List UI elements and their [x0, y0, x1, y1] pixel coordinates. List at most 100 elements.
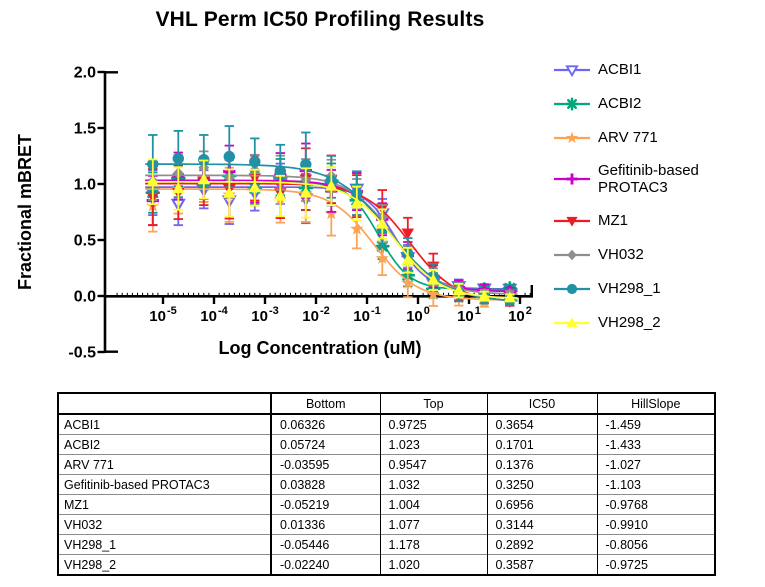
row-bottom-cell: -0.05219	[270, 494, 380, 515]
marker-circle	[566, 283, 578, 294]
marker-triangle-up	[197, 173, 211, 185]
header-bottom: Bottom	[270, 393, 380, 415]
row-bottom-cell: -0.02240	[270, 554, 380, 575]
row-top-cell: 1.004	[379, 494, 487, 515]
row-hillslope-cell: -0.9768	[596, 494, 715, 515]
legend-label: Gefitinib-based PROTAC3	[598, 162, 699, 197]
row-hillslope-cell: -1.459	[596, 413, 715, 435]
marker-triangle-up	[223, 186, 236, 198]
table-row: Gefitinib-based PROTAC3 0.03828 1.032 0.…	[58, 474, 715, 495]
row-bottom-cell: 0.05724	[270, 434, 380, 455]
legend-label: VH298_2	[598, 313, 661, 331]
y-tick-label: 1.5	[74, 121, 96, 138]
x-tick-label: 101	[457, 305, 481, 325]
table-row: MZ1 -0.05219 1.004 0.6956 -0.9768	[58, 494, 715, 515]
legend-marker-icon	[554, 131, 590, 144]
y-tick-label: 1.0	[74, 177, 96, 194]
row-ic50-cell: 0.1701	[486, 434, 597, 455]
x-tick-label: 10-5	[149, 305, 176, 325]
y-tick-label: 0.0	[74, 289, 96, 306]
row-ic50-cell: 0.1376	[486, 454, 597, 475]
x-tick-label: 10-1	[353, 305, 380, 325]
row-top-cell: 1.032	[379, 474, 487, 495]
legend-label: ACBI1	[598, 61, 642, 79]
header-name	[58, 393, 272, 415]
row-ic50-cell: 0.2892	[486, 534, 597, 555]
marker-triangle-up	[325, 179, 338, 191]
legend-label: ARV 771	[598, 129, 658, 147]
legend-label: ACBI2	[598, 95, 642, 113]
marker-circle	[249, 155, 261, 168]
legend-marker-icon	[554, 249, 590, 260]
row-hillslope-cell: -1.103	[596, 474, 715, 495]
marker-star5	[324, 206, 338, 220]
marker-circle	[274, 165, 286, 177]
y-tick-label: 2.0	[74, 65, 96, 82]
x-axis-title: Log Concentration (uM)	[218, 338, 422, 358]
header-hillslope: HillSlope	[596, 393, 715, 415]
header-ic50: IC50	[486, 393, 597, 415]
marker-star5	[566, 131, 578, 144]
marker-star5	[426, 287, 440, 301]
chart-legend: ACBI1 ACBI2 ARV 771 Gefitinib-based PROT…	[552, 60, 762, 333]
table-row: ACBI2 0.05724 1.023 0.1701 -1.433	[58, 434, 715, 455]
row-top-cell: 1.178	[379, 534, 487, 555]
row-name-cell: VH032	[58, 514, 272, 535]
legend-marker-icon	[554, 97, 590, 111]
marker-triangle-up	[146, 175, 160, 187]
row-hillslope-cell: -0.8056	[596, 534, 715, 555]
legend-item: VH032	[552, 245, 762, 265]
legend-label: VH298_1	[598, 279, 661, 297]
legend-item: VH298_1	[552, 279, 762, 299]
legend-item: MZ1	[552, 211, 762, 231]
legend-marker-icon	[554, 65, 590, 78]
marker-triangle-up	[427, 273, 440, 285]
row-hillslope-cell: -1.433	[596, 434, 715, 455]
x-tick-label: 100	[406, 305, 430, 325]
row-ic50-cell: 0.3587	[486, 554, 597, 575]
y-axis-title: Fractional mBRET	[15, 133, 35, 291]
marker-triangle-up	[350, 197, 364, 208]
marker-triangle-up	[248, 181, 262, 193]
table-row: ACBI1 0.06326 0.9725 0.3654 -1.459	[58, 413, 715, 435]
marker-triangle-up	[274, 189, 287, 201]
legend-item: ARV 771	[552, 128, 762, 148]
x-tick-label: 10-2	[302, 305, 329, 325]
marker-triangle-up	[503, 291, 517, 303]
legend-marker-icon	[554, 173, 590, 185]
table-row: VH298_1 -0.05446 1.178 0.2892 -0.8056	[58, 534, 715, 555]
row-bottom-cell: 0.03828	[270, 474, 380, 495]
row-bottom-cell: -0.05446	[270, 534, 380, 555]
marker-asterisk8	[565, 97, 579, 111]
row-name-cell: Gefitinib-based PROTAC3	[58, 474, 272, 495]
marker-triangle-up	[452, 284, 466, 296]
row-ic50-cell: 0.3144	[486, 514, 597, 535]
legend-label: MZ1	[598, 211, 628, 229]
header-top: Top	[379, 393, 487, 415]
row-top-cell: 0.9725	[379, 413, 487, 435]
marker-star5	[375, 251, 389, 265]
marker-triangle-up	[299, 186, 313, 198]
marker-diamond	[567, 249, 577, 260]
marker-triangle-up	[478, 289, 491, 301]
row-name-cell: ACBI2	[58, 434, 272, 455]
fit-parameters-table: Bottom Top IC50 HillSlope ACBI1 0.06326 …	[57, 392, 716, 576]
row-ic50-cell: 0.6956	[486, 494, 597, 515]
marker-triangle-up	[566, 316, 578, 327]
legend-item: ACBI1	[552, 60, 762, 80]
row-top-cell: 0.9547	[379, 454, 487, 475]
row-name-cell: ARV 771	[58, 454, 272, 475]
marker-plus	[566, 173, 578, 185]
marker-triangle-up	[401, 253, 415, 265]
row-ic50-cell: 0.3654	[486, 413, 597, 435]
chart-title: VHL Perm IC50 Profiling Results	[155, 8, 485, 31]
legend-marker-icon	[554, 216, 590, 227]
row-top-cell: 1.077	[379, 514, 487, 535]
row-ic50-cell: 0.3250	[486, 474, 597, 495]
row-bottom-cell: 0.06326	[270, 413, 380, 435]
marker-triangle-up	[172, 182, 185, 194]
legend-item: Gefitinib-based PROTAC3	[552, 162, 762, 197]
row-name-cell: ACBI1	[58, 413, 272, 435]
marker-triangle-down-open	[565, 65, 579, 78]
